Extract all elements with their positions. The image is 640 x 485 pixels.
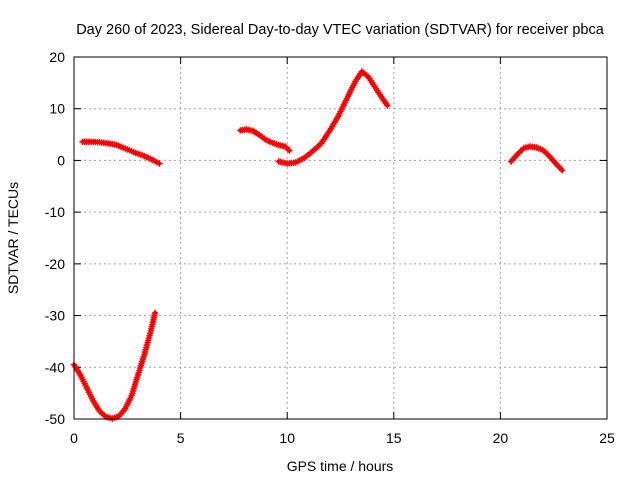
data-points xyxy=(70,68,566,422)
axis-ticks: 0 5 10 15 20 25 -50 -40 -30 -20 -10 0 10 20 xyxy=(45,49,615,446)
series-segment-c xyxy=(237,126,293,154)
x-tick-label: 10 xyxy=(279,430,295,446)
x-tick-label: 25 xyxy=(599,430,615,446)
y-tick-label: 10 xyxy=(49,101,65,117)
y-tick-label: -40 xyxy=(45,359,65,375)
data-point-marker xyxy=(151,309,159,317)
y-tick-label: -50 xyxy=(45,411,65,427)
chart-title: Day 260 of 2023, Sidereal Day-to-day VTE… xyxy=(76,22,605,38)
x-tick-label: 15 xyxy=(386,430,402,446)
x-tick-label: 20 xyxy=(493,430,509,446)
series-segment-e xyxy=(507,143,566,174)
plot-border xyxy=(73,56,608,420)
y-tick-label: -30 xyxy=(45,308,65,324)
data-point-marker xyxy=(384,102,391,109)
data-point-marker xyxy=(559,167,566,174)
y-tick-label: 20 xyxy=(49,49,65,65)
series-segment-d xyxy=(275,68,391,167)
x-tick-label: 5 xyxy=(177,430,185,446)
series-segment-b xyxy=(70,309,159,422)
series-segment-a xyxy=(79,138,163,167)
data-point-marker xyxy=(286,147,293,154)
y-tick-label: -20 xyxy=(45,256,65,272)
data-point-marker xyxy=(156,160,163,167)
x-axis-label: GPS time / hours xyxy=(287,458,394,474)
y-axis-label: SDTVAR / TECUs xyxy=(5,182,21,294)
data-point-marker xyxy=(284,146,292,153)
y-tick-label: 0 xyxy=(57,152,65,168)
y-tick-label: -10 xyxy=(45,204,65,220)
x-tick-label: 0 xyxy=(70,430,78,446)
